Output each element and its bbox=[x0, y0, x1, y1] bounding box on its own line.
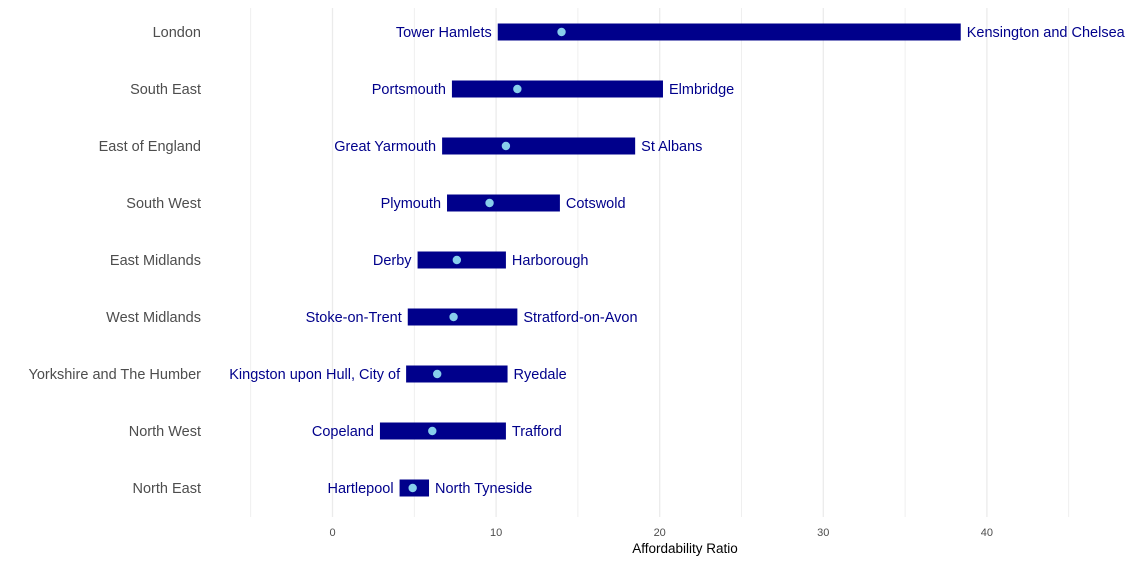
x-tick-label: 0 bbox=[329, 527, 335, 539]
max-district-label: Cotswold bbox=[566, 196, 626, 212]
range-bar bbox=[379, 422, 506, 440]
median-dot bbox=[408, 483, 417, 493]
x-tick-label: 10 bbox=[490, 527, 502, 539]
min-district-label: Tower Hamlets bbox=[396, 25, 492, 41]
max-district-label: Ryedale bbox=[514, 367, 567, 383]
region-label: East Midlands bbox=[110, 253, 201, 269]
min-district-label: Portsmouth bbox=[372, 82, 446, 98]
region-labels: London South East East of England South Wes… bbox=[29, 25, 202, 497]
region-label: London bbox=[153, 25, 201, 41]
max-district-label: Harborough bbox=[512, 253, 589, 269]
min-district-label: Plymouth bbox=[381, 196, 441, 212]
min-district-label: Kingston upon Hull, City of bbox=[229, 367, 401, 383]
range-bars bbox=[379, 23, 961, 497]
median-dot bbox=[433, 369, 442, 379]
min-district-label: Copeland bbox=[312, 424, 374, 440]
median-dot bbox=[557, 27, 566, 37]
range-bar bbox=[406, 365, 508, 383]
median-dot bbox=[513, 84, 522, 94]
x-axis-ticks: 0 10 20 30 40 bbox=[329, 527, 993, 539]
min-district-label: Derby bbox=[373, 253, 412, 269]
x-axis-title: Affordability Ratio bbox=[632, 541, 738, 556]
region-label: North East bbox=[133, 481, 202, 497]
region-label: West Midlands bbox=[106, 310, 201, 326]
range-bar bbox=[497, 23, 961, 41]
x-tick-label: 40 bbox=[981, 527, 993, 539]
x-tick-label: 30 bbox=[817, 527, 829, 539]
region-label: South East bbox=[130, 82, 201, 98]
range-bar bbox=[442, 137, 636, 155]
range-labels: Tower Hamlets Kensington and Chelsea Ports… bbox=[229, 25, 1125, 497]
max-district-label: North Tyneside bbox=[435, 481, 532, 497]
x-tick-label: 20 bbox=[654, 527, 666, 539]
region-label: South West bbox=[126, 196, 201, 212]
median-dot bbox=[452, 255, 462, 265]
range-bar bbox=[407, 308, 518, 326]
median-dot bbox=[485, 198, 494, 208]
min-district-label: Great Yarmouth bbox=[334, 139, 436, 155]
max-district-label: Trafford bbox=[512, 424, 562, 440]
region-label: East of England bbox=[99, 139, 201, 155]
range-bar bbox=[417, 251, 506, 269]
region-label: North West bbox=[129, 424, 201, 440]
median-dot bbox=[501, 141, 511, 151]
range-bar bbox=[451, 80, 663, 98]
max-district-label: Elmbridge bbox=[669, 82, 734, 98]
max-district-label: Kensington and Chelsea bbox=[967, 25, 1126, 41]
min-district-label: Stoke-on-Trent bbox=[306, 310, 402, 326]
range-bar bbox=[447, 194, 560, 212]
max-district-label: St Albans bbox=[641, 139, 702, 155]
median-dot bbox=[428, 426, 437, 436]
max-district-label: Stratford-on-Avon bbox=[523, 310, 637, 326]
min-district-label: Hartlepool bbox=[327, 481, 393, 497]
region-label: Yorkshire and The Humber bbox=[29, 367, 202, 383]
median-dot bbox=[449, 312, 458, 322]
